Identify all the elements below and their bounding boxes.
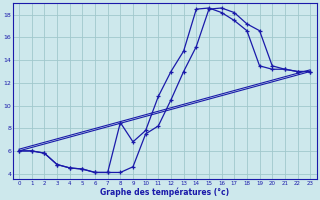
X-axis label: Graphe des températures (°c): Graphe des températures (°c) — [100, 187, 229, 197]
